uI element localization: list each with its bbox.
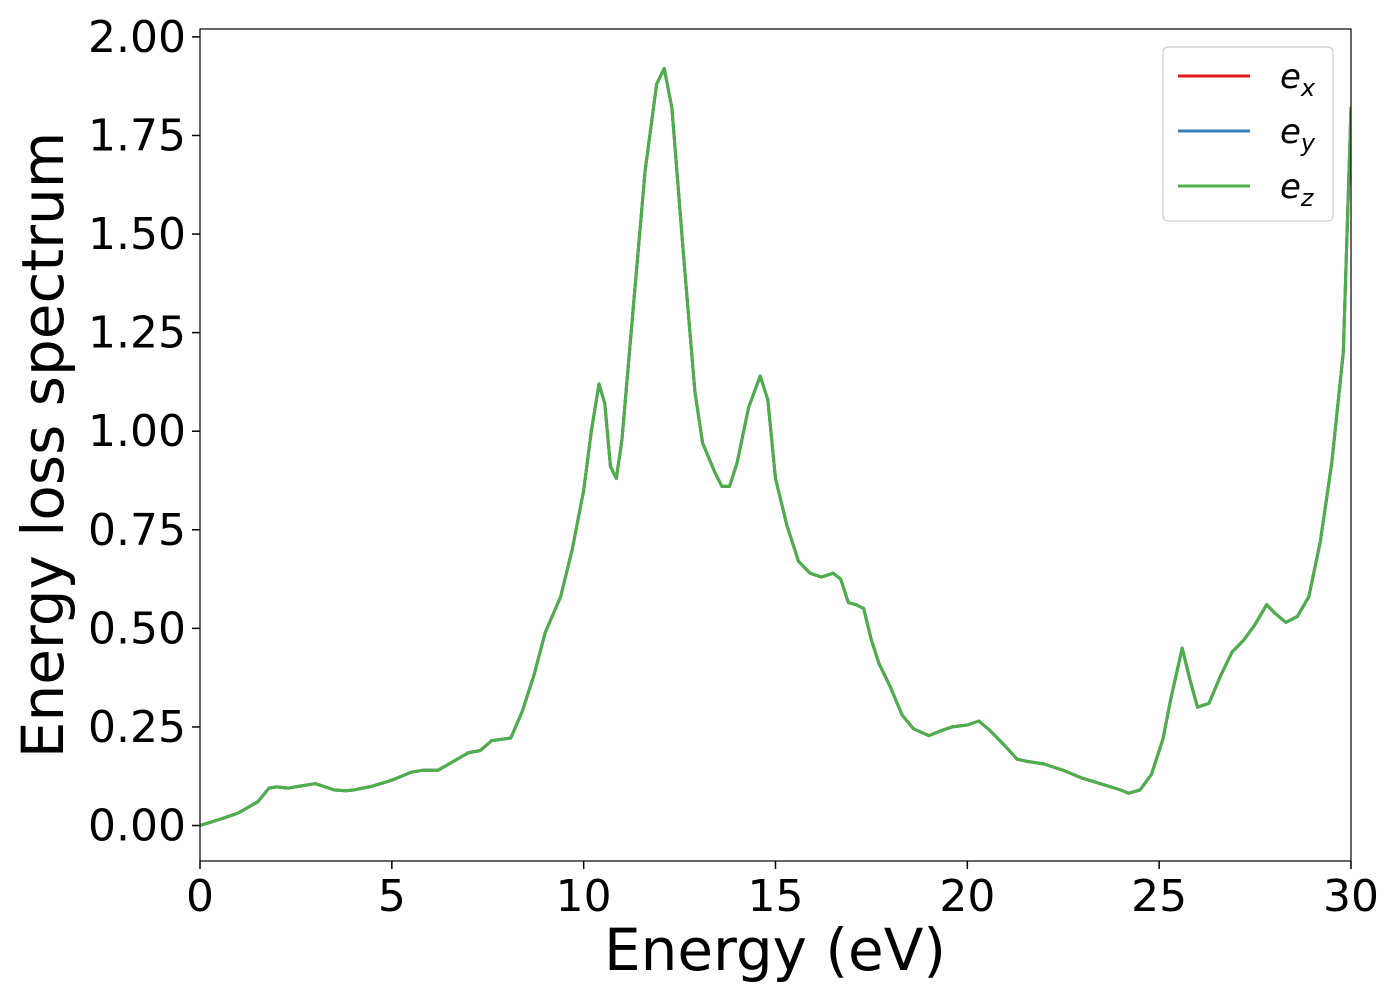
y-tick-label: 1.75 <box>88 110 186 161</box>
y-tick-label: 0.25 <box>88 702 186 753</box>
x-tick-label: 20 <box>939 871 995 922</box>
x-tick-label: 25 <box>1131 871 1187 922</box>
y-tick-label: 2.00 <box>88 12 186 63</box>
legend-box <box>1162 46 1334 222</box>
x-tick-label: 30 <box>1323 871 1379 922</box>
x-tick-label: 15 <box>748 871 804 922</box>
series-line-e-z <box>200 66 1351 827</box>
legend-label-subscript: z <box>1300 184 1315 212</box>
legend-label-base: e <box>1280 112 1301 152</box>
y-tick-label: 0.50 <box>88 603 186 654</box>
x-tick-label: 10 <box>556 871 612 922</box>
legend-label-subscript: x <box>1300 74 1316 102</box>
x-tick-label: 5 <box>378 871 406 922</box>
x-axis-label: Energy (eV) <box>604 916 946 984</box>
legend-label-base: e <box>1280 167 1301 207</box>
y-tick-label: 1.00 <box>88 406 186 457</box>
x-axis: 0 5 10 15 20 25 30 <box>186 861 1379 922</box>
legend-label-x: ex <box>1280 57 1316 102</box>
legend-label-subscript: y <box>1300 129 1316 157</box>
y-axis-label: Energy loss spectrum <box>9 132 77 758</box>
y-tick-label: 1.50 <box>88 209 186 260</box>
x-tick-label: 0 <box>186 871 214 922</box>
y-tick-label: 0.00 <box>88 801 186 852</box>
y-tick-label: 0.75 <box>88 505 186 556</box>
y-tick-label: 1.25 <box>88 308 186 359</box>
y-axis: 0.00 0.25 0.50 0.75 1.00 1.25 1.50 1.75 2.00 <box>88 12 200 852</box>
legend-label-base: e <box>1280 57 1301 97</box>
legend-label-y: ey <box>1280 112 1316 157</box>
legend-label-z: ez <box>1280 167 1315 212</box>
series-layer <box>200 66 1351 827</box>
